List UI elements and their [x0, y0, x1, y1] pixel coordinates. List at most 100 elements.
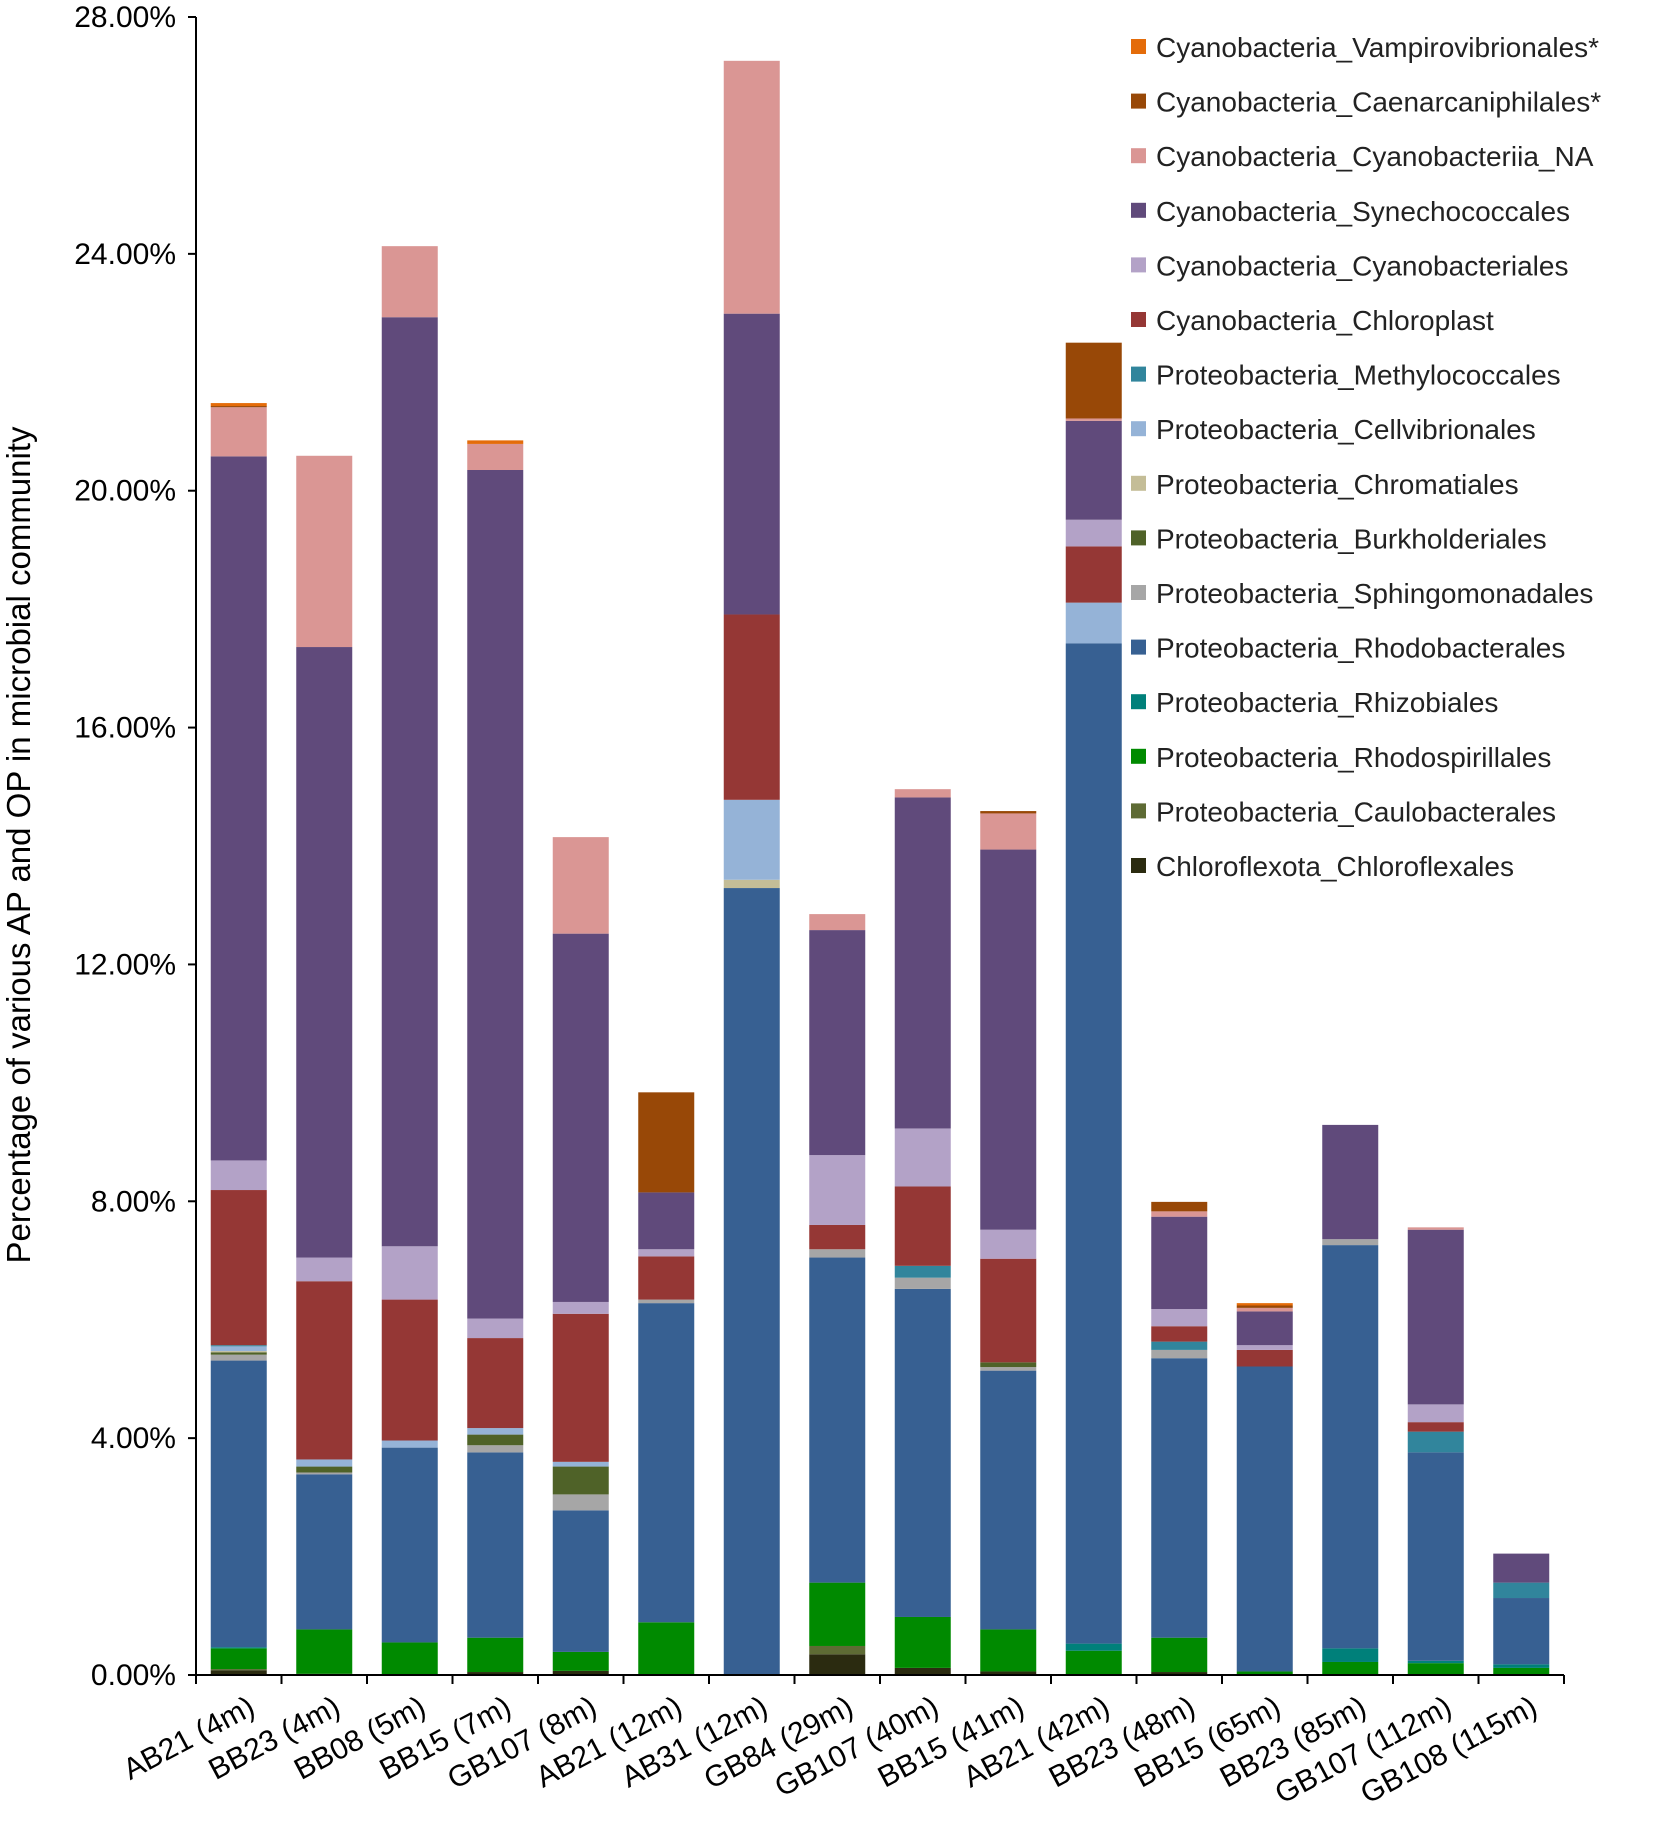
bar-segment-proteobacteria-burkholderiales	[210, 1352, 267, 1355]
bar-segment-proteobacteria-rhodobacterales	[894, 1288, 951, 1617]
bar-segment-proteobacteria-cellvibrionales	[1065, 602, 1122, 644]
legend-item: Chloroflexota_Chloroflexales	[1131, 851, 1514, 882]
bar-stack	[1236, 1303, 1293, 1675]
bar-segment-cyanobacteria-vampirovibrionales	[210, 403, 267, 407]
bar-segment-cyanobacteria-cyanobacteriales	[980, 1229, 1037, 1259]
bar-segment-proteobacteria-rhizobiales	[1493, 1664, 1550, 1668]
bar-segment-cyanobacteria-synechococcales	[723, 313, 780, 615]
bar-segment-proteobacteria-rhodospirillales	[296, 1629, 353, 1674]
bar-segment-cyanobacteria-synechococcales	[1493, 1553, 1550, 1583]
y-tick-label: 20.00%	[74, 475, 176, 508]
bar-segment-cyanobacteria-chloroplast	[552, 1313, 609, 1462]
y-axis-label: Percentage of various AP and OP in micro…	[0, 426, 37, 1264]
bar-stack	[381, 246, 438, 1675]
legend-item: Proteobacteria_Sphingomonadales	[1131, 578, 1593, 609]
bar-segment-proteobacteria-cellvibrionales	[210, 1346, 267, 1352]
bar-segment-proteobacteria-chromatiales	[723, 879, 780, 889]
legend-item: Cyanobacteria_Cyanobacteriales	[1131, 250, 1568, 281]
legend-swatch	[1131, 858, 1146, 873]
bar-segment-cyanobacteria-synechococcales	[1065, 420, 1122, 520]
bar-segment-proteobacteria-rhizobiales	[1065, 1643, 1122, 1651]
bar-segment-chloroflexota-chloroflexales	[809, 1654, 866, 1675]
bar-segment-cyanobacteria-caenarcaniphilales	[210, 406, 267, 408]
bar-segment-cyanobacteria-caenarcaniphilales	[1151, 1201, 1208, 1212]
bar-segment-cyanobacteria-cyanobacteriia-na	[210, 407, 267, 457]
legend-swatch	[1131, 639, 1146, 655]
bar-segment-cyanobacteria-cyanobacteriales	[1236, 1345, 1293, 1350]
legend-label: Proteobacteria_Burkholderiales	[1156, 523, 1547, 554]
legend-item: Cyanobacteria_Caenarcaniphilales*	[1131, 87, 1601, 118]
bar-stack	[467, 440, 524, 1675]
bar-segment-proteobacteria-sphingomonadales	[809, 1249, 866, 1258]
bar-segment-cyanobacteria-cyanobacteriia-na	[1407, 1227, 1464, 1230]
bar-segment-cyanobacteria-synechococcales	[638, 1192, 695, 1250]
legend-item: Proteobacteria_Rhizobiales	[1131, 687, 1498, 718]
bar-segment-cyanobacteria-vampirovibrionales	[1236, 1303, 1293, 1306]
bar-segment-cyanobacteria-chloroplast	[723, 614, 780, 800]
bar-segment-proteobacteria-caulobacterales	[809, 1645, 866, 1655]
bar-segment-cyanobacteria-cyanobacteriia-na	[1151, 1211, 1208, 1217]
bar-segment-cyanobacteria-cyanobacteriales	[894, 1128, 951, 1187]
bar-stack	[210, 403, 267, 1675]
legend-swatch	[1131, 694, 1146, 710]
bar-segment-cyanobacteria-synechococcales	[467, 469, 524, 1319]
bar-segment-cyanobacteria-cyanobacteriales	[1151, 1309, 1208, 1327]
legend-label: Proteobacteria_Cellvibrionales	[1156, 414, 1536, 445]
bar-stack	[1151, 1201, 1208, 1675]
bar-segment-chloroflexota-chloroflexales	[980, 1671, 1037, 1675]
bar-segment-proteobacteria-caulobacterales	[210, 1669, 267, 1671]
bar-segment-proteobacteria-rhodospirillales	[1236, 1671, 1293, 1675]
legend-label: Proteobacteria_Rhodobacterales	[1156, 633, 1565, 664]
bar-segment-proteobacteria-rhodobacterales	[1322, 1245, 1379, 1649]
bar-segment-proteobacteria-methylococcales	[1407, 1431, 1464, 1453]
legend-swatch	[1131, 202, 1146, 218]
bar-stack	[809, 914, 866, 1675]
bar-segment-cyanobacteria-chloroplast	[1065, 546, 1122, 603]
legend-swatch	[1131, 475, 1146, 491]
bar-segment-cyanobacteria-chloroplast	[980, 1258, 1037, 1363]
bars-layer	[210, 60, 1550, 1675]
bar-segment-proteobacteria-rhodospirillales	[552, 1651, 609, 1671]
bar-segment-cyanobacteria-synechococcales	[1151, 1216, 1208, 1310]
bar-segment-cyanobacteria-cyanobacteriales	[210, 1160, 267, 1191]
bar-segment-proteobacteria-rhodospirillales	[638, 1622, 695, 1675]
bar-stack	[552, 837, 609, 1675]
legend-swatch	[1131, 421, 1146, 437]
bar-segment-proteobacteria-rhodospirillales	[894, 1616, 951, 1668]
bar-segment-cyanobacteria-chloroplast	[296, 1281, 353, 1460]
y-tick-label: 8.00%	[91, 1185, 176, 1218]
legend-label: Cyanobacteria_Caenarcaniphilales*	[1156, 87, 1601, 118]
bar-segment-cyanobacteria-synechococcales	[296, 647, 353, 1258]
legend-swatch	[1131, 366, 1146, 382]
bar-segment-cyanobacteria-synechococcales	[210, 456, 267, 1161]
legend-item: Cyanobacteria_Cyanobacteriia_NA	[1131, 141, 1594, 172]
bar-segment-cyanobacteria-synechococcales	[381, 317, 438, 1247]
bar-segment-proteobacteria-rhodospirillales	[1407, 1663, 1464, 1675]
legend-label: Cyanobacteria_Synechococcales	[1156, 196, 1570, 227]
bar-segment-cyanobacteria-synechococcales	[1322, 1124, 1379, 1240]
bar-segment-cyanobacteria-cyanobacteriales	[809, 1155, 866, 1225]
legend-swatch	[1131, 803, 1146, 819]
legend-item: Proteobacteria_Burkholderiales	[1131, 523, 1547, 554]
bar-segment-proteobacteria-rhodospirillales	[1493, 1667, 1550, 1675]
bar-segment-cyanobacteria-synechococcales	[1236, 1311, 1293, 1346]
bar-stack	[638, 1092, 695, 1675]
legend-swatch	[1131, 748, 1146, 764]
bar-segment-cyanobacteria-synechococcales	[552, 933, 609, 1302]
bar-segment-cyanobacteria-cyanobacteriales	[638, 1249, 695, 1257]
bar-segment-cyanobacteria-cyanobacteriia-na	[809, 914, 866, 931]
legend-label: Proteobacteria_Sphingomonadales	[1156, 578, 1593, 609]
bar-segment-proteobacteria-rhodobacterales	[1493, 1598, 1550, 1665]
bar-segment-proteobacteria-sphingomonadales	[894, 1277, 951, 1289]
bar-segment-proteobacteria-sphingomonadales	[296, 1472, 353, 1475]
bar-segment-proteobacteria-rhodobacterales	[980, 1370, 1037, 1630]
legend-label: Proteobacteria_Rhizobiales	[1156, 687, 1498, 718]
bar-segment-chloroflexota-chloroflexales	[1151, 1672, 1208, 1675]
bar-segment-proteobacteria-sphingomonadales	[638, 1299, 695, 1304]
bar-segment-proteobacteria-rhodospirillales	[1322, 1661, 1379, 1675]
bar-segment-proteobacteria-rhodobacterales	[210, 1360, 267, 1648]
legend-label: Cyanobacteria_Chloroplast	[1156, 305, 1494, 336]
y-tick-label: 16.00%	[74, 712, 176, 745]
bar-segment-cyanobacteria-chloroplast	[1407, 1422, 1464, 1432]
bar-segment-cyanobacteria-caenarcaniphilales	[638, 1092, 695, 1193]
